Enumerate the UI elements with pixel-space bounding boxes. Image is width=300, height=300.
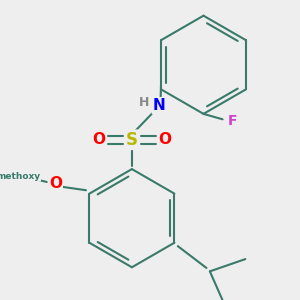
Text: S: S	[126, 131, 138, 149]
Text: N: N	[153, 98, 166, 113]
Text: O: O	[93, 132, 106, 147]
Text: O: O	[49, 176, 62, 191]
Text: F: F	[227, 114, 237, 128]
Text: O: O	[158, 132, 171, 147]
Text: methoxy: methoxy	[0, 172, 40, 181]
Text: H: H	[139, 96, 149, 109]
